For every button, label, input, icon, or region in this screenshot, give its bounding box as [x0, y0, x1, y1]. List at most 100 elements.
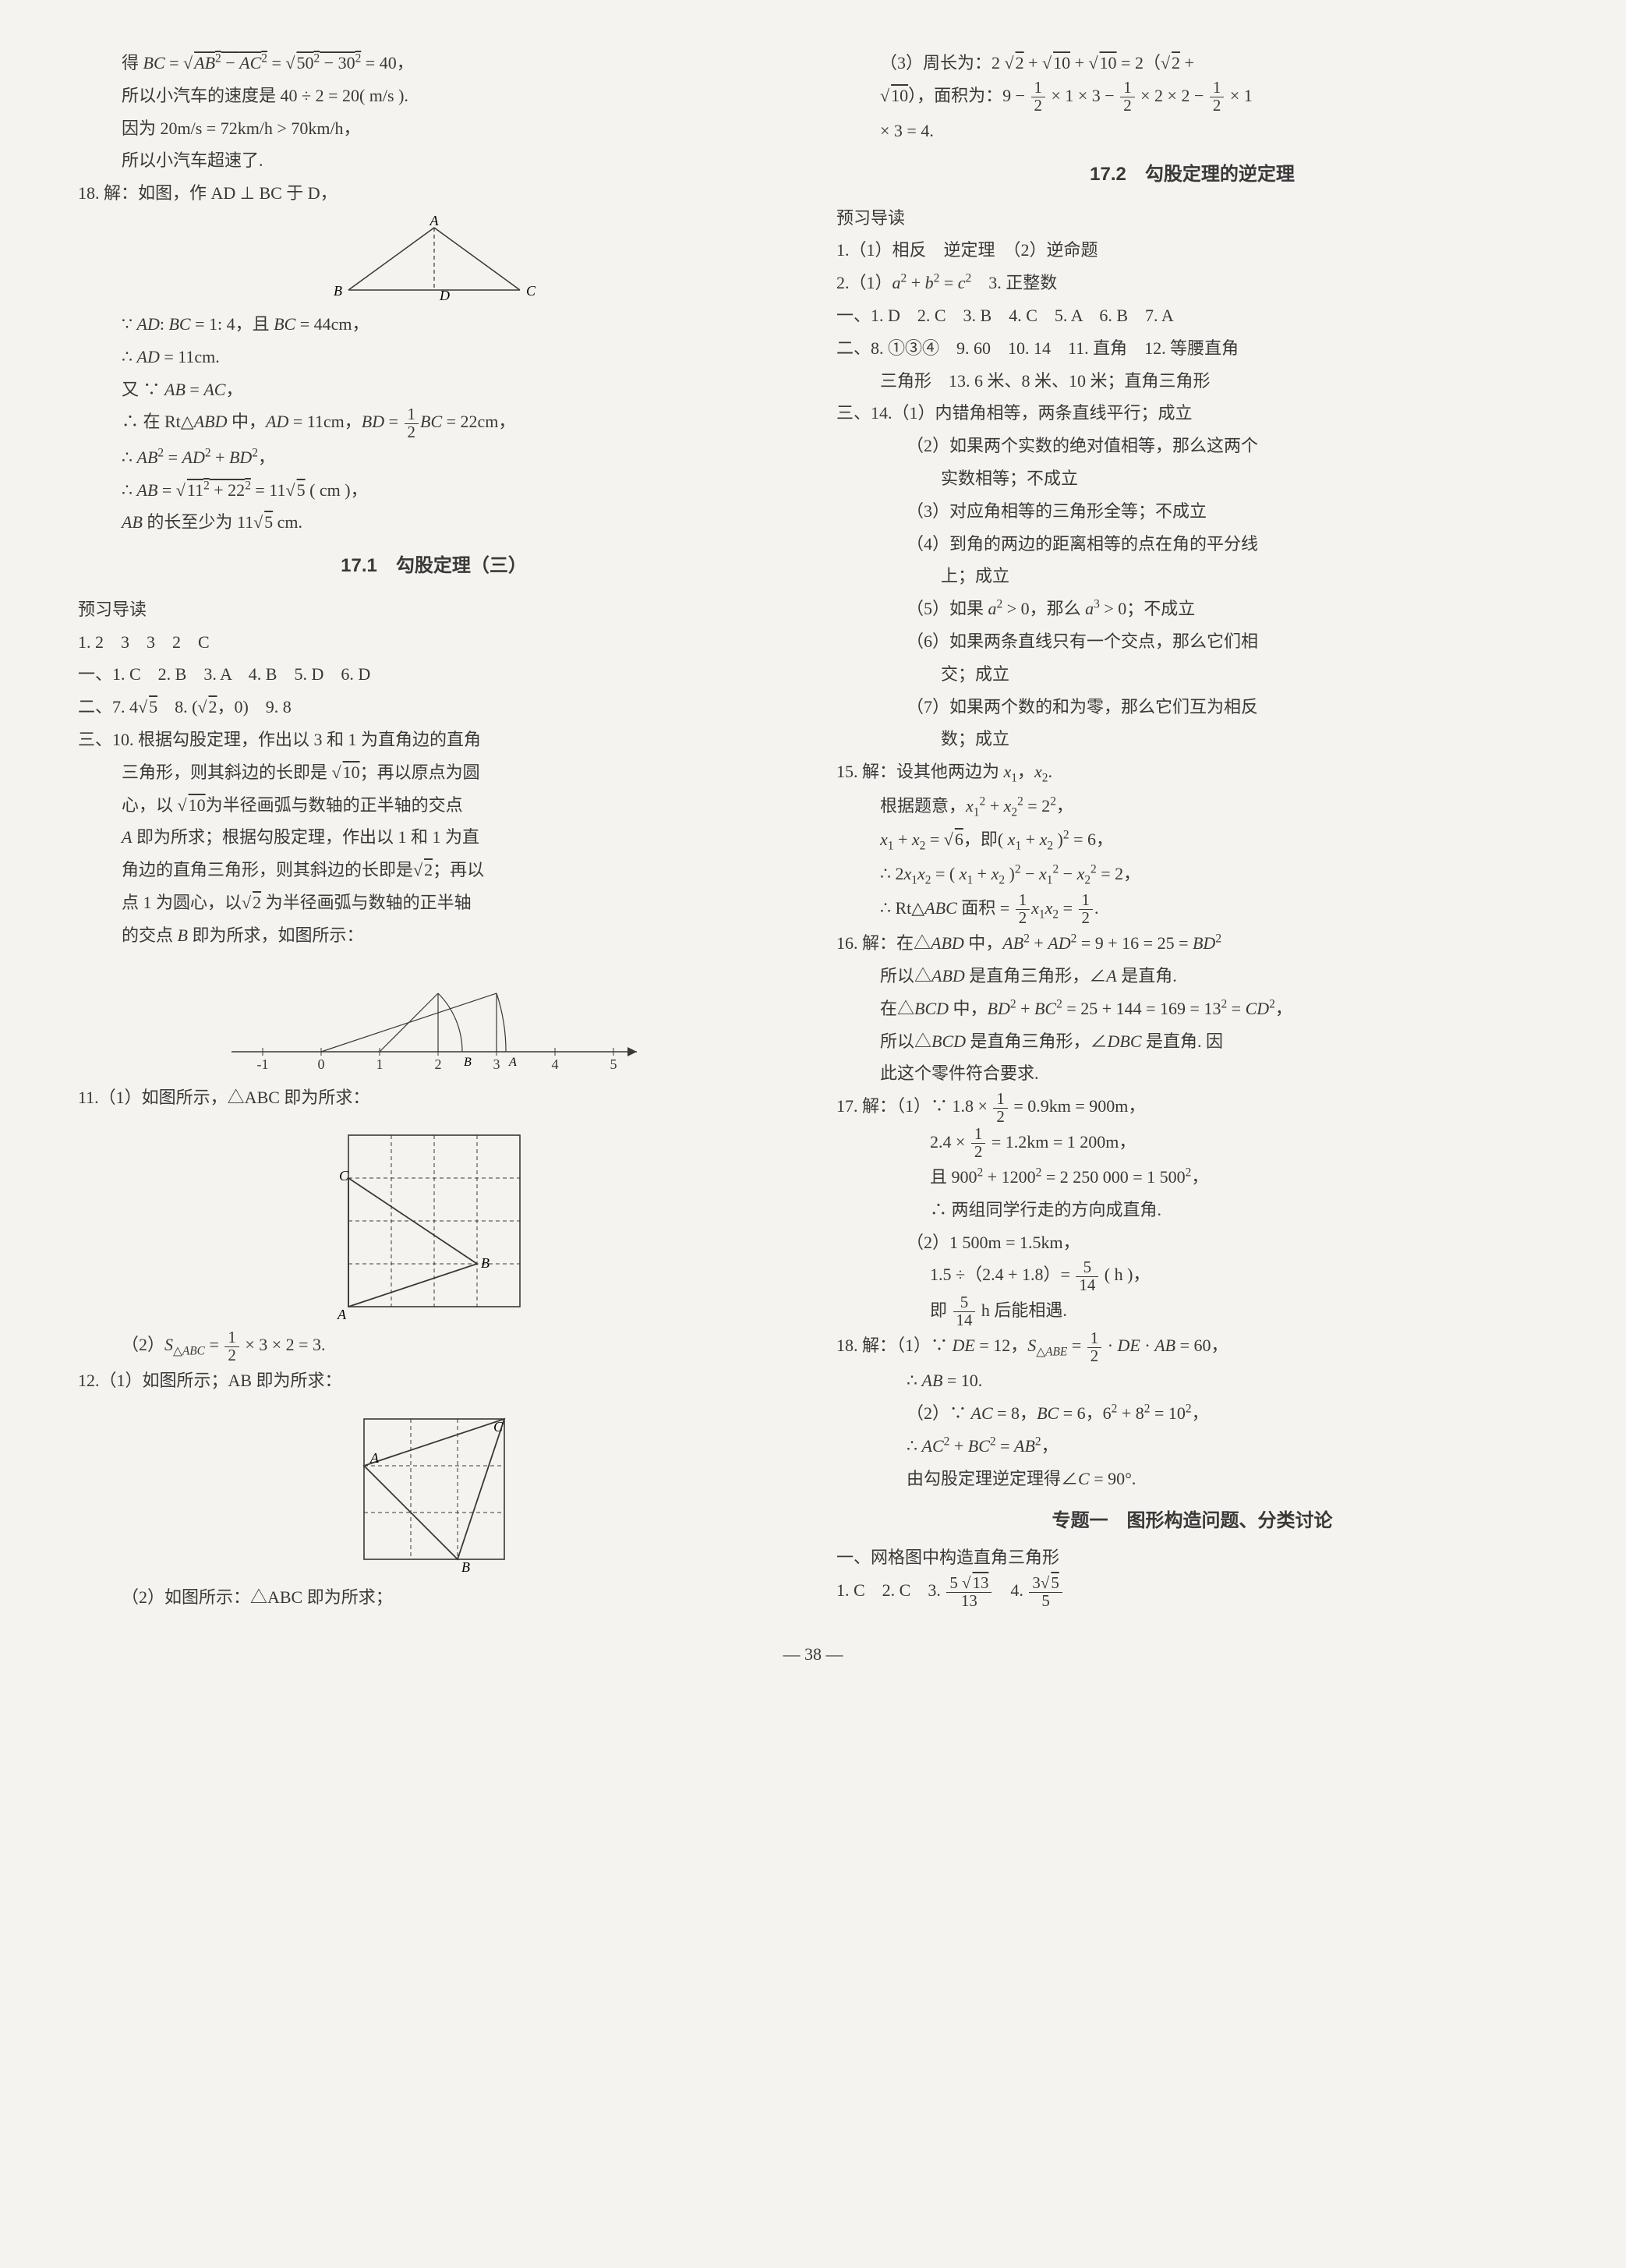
text-line: 即 514 h 后能相遇. — [836, 1294, 1548, 1329]
text-line: 2.（1）a2 + b2 = c2 3. 正整数 — [836, 267, 1548, 299]
text-line: （7）如果两个数的和为零，那么它们互为相反 — [836, 691, 1548, 724]
text-line: 1.（1）相反 逆定理 （2）逆命题 — [836, 234, 1548, 267]
text-line: 心，以 √10为半径画弧与数轴的正半轴的交点 — [78, 789, 790, 822]
text-line: 1.5 ÷（2.4 + 1.8）= 514 ( h )， — [836, 1258, 1548, 1293]
label-D: D — [439, 288, 450, 302]
text-line: AB 的长至少为 11√5 cm. — [78, 506, 790, 539]
right-column: （3）周长为：2 √2 + √10 + √10 = 2（√2 + √10），面积… — [836, 47, 1548, 1613]
text-line: 二、7. 4√5 8. (√2，0) 9. 8 — [78, 691, 790, 724]
text-line: 1. 2 3 3 2 C — [78, 626, 790, 659]
tick-label: 0 — [317, 1056, 324, 1072]
text-line: 一、1. C 2. B 3. A 4. B 5. D 6. D — [78, 658, 790, 691]
text-line: ∴ Rt△ABC 面积 = 12x1x2 = 12. — [836, 892, 1548, 927]
text-line: （5）如果 a2 > 0，那么 a3 > 0；不成立 — [836, 593, 1548, 625]
text-line: 所以小汽车超速了. — [78, 144, 790, 177]
text-line: × 3 = 4. — [836, 115, 1548, 147]
triangle-diagram: A B D C — [317, 216, 551, 302]
preview-heading: 预习导读 — [78, 593, 790, 626]
text-line: 一、1. D 2. C 3. B 4. C 5. A 6. B 7. A — [836, 299, 1548, 332]
text-line: 的交点 B 即为所求，如图所示： — [78, 919, 790, 952]
text-line: （4）到角的两边的距离相等的点在角的平分线 — [836, 528, 1548, 561]
numberline-diagram: -1 0 1 2 3 4 5 B A — [216, 958, 652, 1075]
text-line: 数；成立 — [836, 723, 1548, 755]
text-line: 此这个零件符合要求. — [836, 1057, 1548, 1090]
text-line: 三、10. 根据勾股定理，作出以 3 和 1 为直角边的直角 — [78, 724, 790, 756]
text-line: 所以△ABD 是直角三角形，∠A 是直角. — [836, 960, 1548, 992]
label-C: C — [526, 283, 536, 299]
text-line: （2）如果两个实数的绝对值相等，那么这两个 — [836, 430, 1548, 462]
text-line: ∴ AD = 11cm. — [78, 341, 790, 373]
text-line: 又 ∵ AB = AC， — [78, 373, 790, 406]
text-line: √10），面积为：9 − 12 × 1 × 3 − 12 × 2 × 2 − 1… — [836, 80, 1548, 115]
q18-head: 18. 解：如图，作 AD ⊥ BC 于 D， — [78, 177, 790, 210]
label-A: A — [508, 1056, 517, 1069]
text-line: ∴ 2x1x2 = ( x1 + x2 )2 − x12 − x22 = 2， — [836, 858, 1548, 892]
text-line: 三角形，则其斜边的长即是 √10；再以原点为圆 — [78, 756, 790, 789]
q17-head: 17. 解：（1）∵ 1.8 × 12 = 0.9km = 900m， — [836, 1090, 1548, 1125]
text-line: 三、14.（1）内错角相等，两条直线平行；成立 — [836, 397, 1548, 430]
text-line: （2）1 500m = 1.5km， — [836, 1226, 1548, 1259]
tick-label: 5 — [610, 1056, 617, 1072]
label-C: C — [493, 1419, 504, 1435]
preview-heading: 预习导读 — [836, 202, 1548, 235]
topic-1-title: 专题一 图形构造问题、分类讨论 — [836, 1503, 1548, 1539]
text-line: ∴ AB2 = AD2 + BD2， — [78, 441, 790, 474]
text-line: 二、8. ①③④ 9. 60 10. 14 11. 直角 12. 等腰直角 — [836, 332, 1548, 365]
tick-label: 2 — [434, 1056, 441, 1072]
label-C: C — [339, 1168, 349, 1184]
grid-diagram-1: C B A — [333, 1120, 536, 1322]
text-line: 交；成立 — [836, 658, 1548, 691]
text-line: 实数相等；不成立 — [836, 462, 1548, 495]
text-line: x1 + x2 = √6，即( x1 + x2 )2 = 6， — [836, 823, 1548, 858]
label-B: B — [334, 283, 342, 299]
text-line: 所以小汽车的速度是 40 ÷ 2 = 20( m/s ). — [78, 80, 790, 112]
label-B: B — [464, 1056, 472, 1069]
text-line: 根据题意，x12 + x22 = 22， — [836, 790, 1548, 824]
text-line: 角边的直角三角形，则其斜边的长即是√2；再以 — [78, 854, 790, 886]
text-line: 三角形 13. 6 米、8 米、10 米；直角三角形 — [836, 365, 1548, 398]
text-line: 因为 20m/s = 72km/h > 70km/h， — [78, 112, 790, 145]
label-A: A — [337, 1307, 347, 1322]
q18-head: 18. 解：（1）∵ DE = 12，S△ABE = 12 · DE · AB … — [836, 1329, 1548, 1364]
page-container: 得 BC = √AB2 − AC2 = √502 − 302 = 40， 所以小… — [78, 47, 1548, 1613]
q12-2: （2）如图所示：△ABC 即为所求； — [78, 1581, 790, 1614]
text-line: 所以△BCD 是直角三角形，∠DBC 是直角. 因 — [836, 1025, 1548, 1058]
text-line: 1. C 2. C 3. 5 √1313 4. 3√55 — [836, 1574, 1548, 1609]
text-line: A 即为所求；根据勾股定理，作出以 1 和 1 为直 — [78, 821, 790, 854]
text-line: （6）如果两条直线只有一个交点，那么它们相 — [836, 625, 1548, 658]
text-line: ∴ 在 Rt△ABD 中，AD = 11cm，BD = 12BC = 22cm， — [78, 405, 790, 441]
text-line: ∴ AB = 10. — [836, 1364, 1548, 1397]
text-line: （3）周长为：2 √2 + √10 + √10 = 2（√2 + — [836, 47, 1548, 80]
text-line: （2）∵ AC = 8，BC = 6，62 + 82 = 102， — [836, 1397, 1548, 1430]
tick-label: 3 — [493, 1056, 500, 1072]
section-17-1-3-title: 17.1 勾股定理（三） — [78, 548, 790, 584]
text-line: ∵ AD: BC = 1: 4，且 BC = 44cm， — [78, 308, 790, 341]
text-line: （3）对应角相等的三角形全等；不成立 — [836, 495, 1548, 528]
text-line: 上；成立 — [836, 560, 1548, 593]
q12-1: 12.（1）如图所示；AB 即为所求： — [78, 1364, 790, 1397]
label-A: A — [429, 216, 439, 228]
tick-label: 1 — [376, 1056, 383, 1072]
page-number: — 38 — — [78, 1644, 1548, 1665]
text-line: 且 9002 + 12002 = 2 250 000 = 1 5002， — [836, 1161, 1548, 1194]
text-line: ∴ AB = √112 + 222 = 11√5 ( cm )， — [78, 474, 790, 507]
label-B: B — [481, 1255, 490, 1271]
label-A: A — [369, 1450, 380, 1466]
topic-1-sub: 一、网格图中构造直角三角形 — [836, 1541, 1548, 1574]
text-line: 由勾股定理逆定理得∠C = 90°. — [836, 1463, 1548, 1495]
label-B: B — [461, 1559, 470, 1575]
q15-head: 15. 解：设其他两边为 x1，x2. — [836, 755, 1548, 790]
q11-2: （2）S△ABC = 12 × 3 × 2 = 3. — [78, 1329, 790, 1364]
text-line: 2.4 × 12 = 1.2km = 1 200m， — [836, 1126, 1548, 1161]
text-line: 得 BC = √AB2 − AC2 = √502 − 302 = 40， — [78, 47, 790, 80]
grid-diagram-2: A B C — [348, 1403, 520, 1575]
left-column: 得 BC = √AB2 − AC2 = √502 − 302 = 40， 所以小… — [78, 47, 790, 1613]
text-line: ∴ AC2 + BC2 = AB2， — [836, 1430, 1548, 1463]
q16-head: 16. 解：在△ABD 中，AB2 + AD2 = 9 + 16 = 25 = … — [836, 927, 1548, 960]
tick-label: -1 — [256, 1056, 268, 1072]
q11-1: 11.（1）如图所示，△ABC 即为所求： — [78, 1081, 790, 1114]
text-line: 在△BCD 中，BD2 + BC2 = 25 + 144 = 169 = 132… — [836, 992, 1548, 1025]
text-line: ∴ 两组同学行走的方向成直角. — [836, 1194, 1548, 1226]
text-line: 点 1 为圆心，以√2 为半径画弧与数轴的正半轴 — [78, 886, 790, 919]
tick-label: 4 — [551, 1056, 558, 1072]
